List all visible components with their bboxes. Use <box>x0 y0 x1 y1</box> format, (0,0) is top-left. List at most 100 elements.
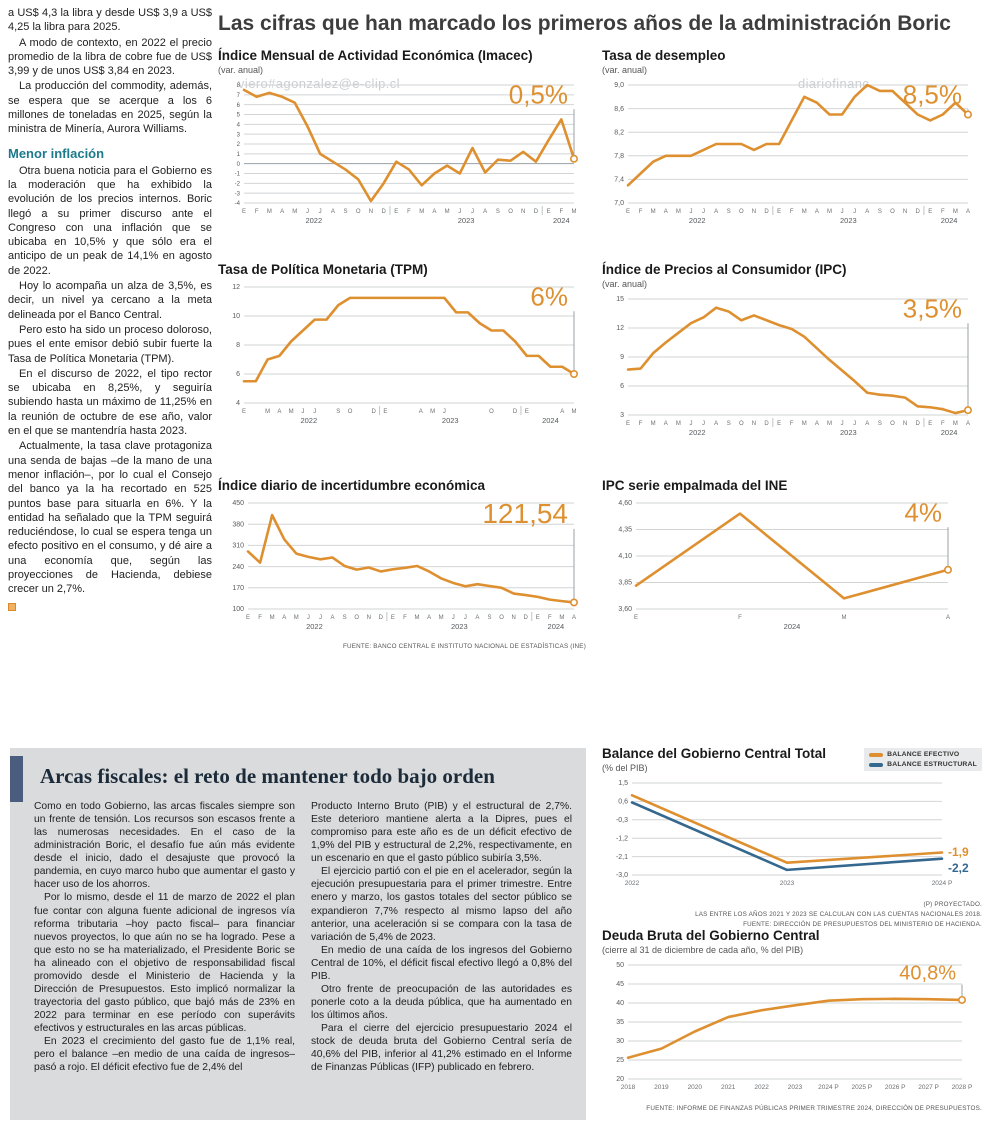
svg-text:S: S <box>727 421 731 427</box>
svg-text:4: 4 <box>237 123 241 129</box>
svg-text:2022: 2022 <box>625 880 640 887</box>
svg-text:M: M <box>572 209 577 215</box>
svg-text:8,5%: 8,5% <box>903 80 962 110</box>
svg-text:M: M <box>415 615 420 621</box>
svg-text:12: 12 <box>616 325 624 332</box>
svg-text:3,60: 3,60 <box>618 606 632 613</box>
chart-legend: BALANCE EFECTIVO BALANCE ESTRUCTURAL <box>864 748 982 771</box>
svg-text:A: A <box>946 615 950 621</box>
svg-text:3,85: 3,85 <box>618 580 632 587</box>
svg-text:F: F <box>258 615 262 621</box>
svg-text:7,8: 7,8 <box>614 153 624 160</box>
svg-text:6: 6 <box>236 371 240 378</box>
svg-text:170: 170 <box>232 585 244 592</box>
fiscal-section-title: Arcas fiscales: el reto de mantener todo… <box>40 764 495 788</box>
svg-text:D: D <box>381 209 386 215</box>
svg-text:J: J <box>841 421 844 427</box>
svg-text:100: 100 <box>232 606 244 613</box>
svg-text:F: F <box>639 209 643 215</box>
paragraph: Por lo mismo, desde el 11 de marzo de 20… <box>34 892 295 1035</box>
svg-text:A: A <box>475 615 479 621</box>
paragraph: Pero esto ha sido un proceso doloroso, p… <box>8 323 212 365</box>
svg-text:J: J <box>301 409 304 415</box>
svg-text:A: A <box>865 421 869 427</box>
svg-text:2022: 2022 <box>306 622 323 631</box>
svg-text:S: S <box>343 615 347 621</box>
svg-text:O: O <box>354 615 359 621</box>
legend-label: BALANCE EFECTIVO <box>887 751 960 758</box>
svg-text:25: 25 <box>616 1057 624 1064</box>
svg-text:2022: 2022 <box>689 428 706 437</box>
svg-text:E: E <box>525 409 529 415</box>
svg-text:2020: 2020 <box>688 1084 703 1091</box>
chart-source: FUENTE: BANCO CENTRAL E INSTITUTO NACION… <box>342 643 586 650</box>
svg-text:M: M <box>676 421 681 427</box>
svg-text:F: F <box>407 209 411 215</box>
svg-text:E: E <box>626 209 630 215</box>
chart-source: FUENTE: INFORME DE FINANZAS PÚBLICAS PRI… <box>646 1105 982 1112</box>
svg-text:F: F <box>941 209 945 215</box>
left-article-column: a US$ 4,3 la libra y desde US$ 3,9 a US$… <box>8 6 212 616</box>
chart-subtitle: (% del PIB) <box>602 763 648 773</box>
svg-text:M: M <box>559 615 564 621</box>
svg-text:E: E <box>242 409 246 415</box>
svg-text:8,2: 8,2 <box>614 129 624 136</box>
svg-text:-4: -4 <box>235 201 241 207</box>
svg-text:M: M <box>294 615 299 621</box>
chart-desempleo: Tasa de desempleo (var. anual) 9,0 8,6 8,2… <box>602 48 982 234</box>
paragraph: Producto Interno Bruto (PIB) y el estruc… <box>311 801 572 865</box>
svg-text:N: N <box>903 421 907 427</box>
svg-text:8: 8 <box>237 83 241 89</box>
svg-text:2023: 2023 <box>458 216 475 225</box>
svg-text:N: N <box>752 209 756 215</box>
svg-text:2024: 2024 <box>941 216 958 225</box>
svg-text:M: M <box>289 409 294 415</box>
svg-text:S: S <box>727 209 731 215</box>
svg-text:M: M <box>265 409 270 415</box>
fiscal-column-1: Como en todo Gobierno, las arcas fiscale… <box>34 800 295 1074</box>
svg-text:A: A <box>865 209 869 215</box>
svg-text:F: F <box>941 421 945 427</box>
paragraph: A modo de contexto, en 2022 el precio pr… <box>8 36 212 78</box>
svg-text:O: O <box>739 209 744 215</box>
chart-subtitle: (var. anual) <box>602 65 648 75</box>
svg-text:12: 12 <box>232 284 240 291</box>
svg-text:2018: 2018 <box>621 1084 636 1091</box>
svg-text:A: A <box>331 615 335 621</box>
paragraph: En medio de una caída de los ingresos de… <box>311 944 572 982</box>
svg-text:J: J <box>853 209 856 215</box>
svg-text:A: A <box>419 409 423 415</box>
svg-text:2024 P: 2024 P <box>818 1084 839 1091</box>
paragraph: La producción del commodity, además, se … <box>8 80 212 136</box>
svg-text:J: J <box>307 615 310 621</box>
svg-text:2027 P: 2027 P <box>918 1084 939 1091</box>
svg-text:M: M <box>827 421 832 427</box>
svg-text:J: J <box>702 209 705 215</box>
legend-swatch-efectivo <box>869 752 884 757</box>
watermark: diariofinanc <box>798 76 870 91</box>
svg-text:D: D <box>764 421 769 427</box>
svg-text:-1: -1 <box>235 172 241 178</box>
svg-text:-0,3: -0,3 <box>616 817 628 824</box>
svg-text:A: A <box>427 615 431 621</box>
svg-text:2023: 2023 <box>780 880 795 887</box>
chart-imacec: Índice Mensual de Actividad Económica (I… <box>218 48 586 234</box>
chart-title: Deuda Bruta del Gobierno Central <box>602 928 820 943</box>
svg-text:N: N <box>511 615 515 621</box>
chart-subtitle: (var. anual) <box>218 65 264 75</box>
svg-text:9,0: 9,0 <box>614 82 624 89</box>
svg-text:-2,2: -2,2 <box>948 861 969 875</box>
svg-text:2024: 2024 <box>941 428 958 437</box>
svg-text:7,0: 7,0 <box>614 200 624 207</box>
svg-text:S: S <box>496 209 500 215</box>
svg-text:380: 380 <box>232 521 244 528</box>
svg-text:J: J <box>319 615 322 621</box>
svg-text:J: J <box>853 421 856 427</box>
svg-text:240: 240 <box>232 564 244 571</box>
chart-ipc: Índice de Precios al Consumidor (IPC) (v… <box>602 262 982 446</box>
svg-text:6%: 6% <box>530 282 568 312</box>
paragraph: Para el cierre del ejercicio presupuesta… <box>311 1023 572 1074</box>
